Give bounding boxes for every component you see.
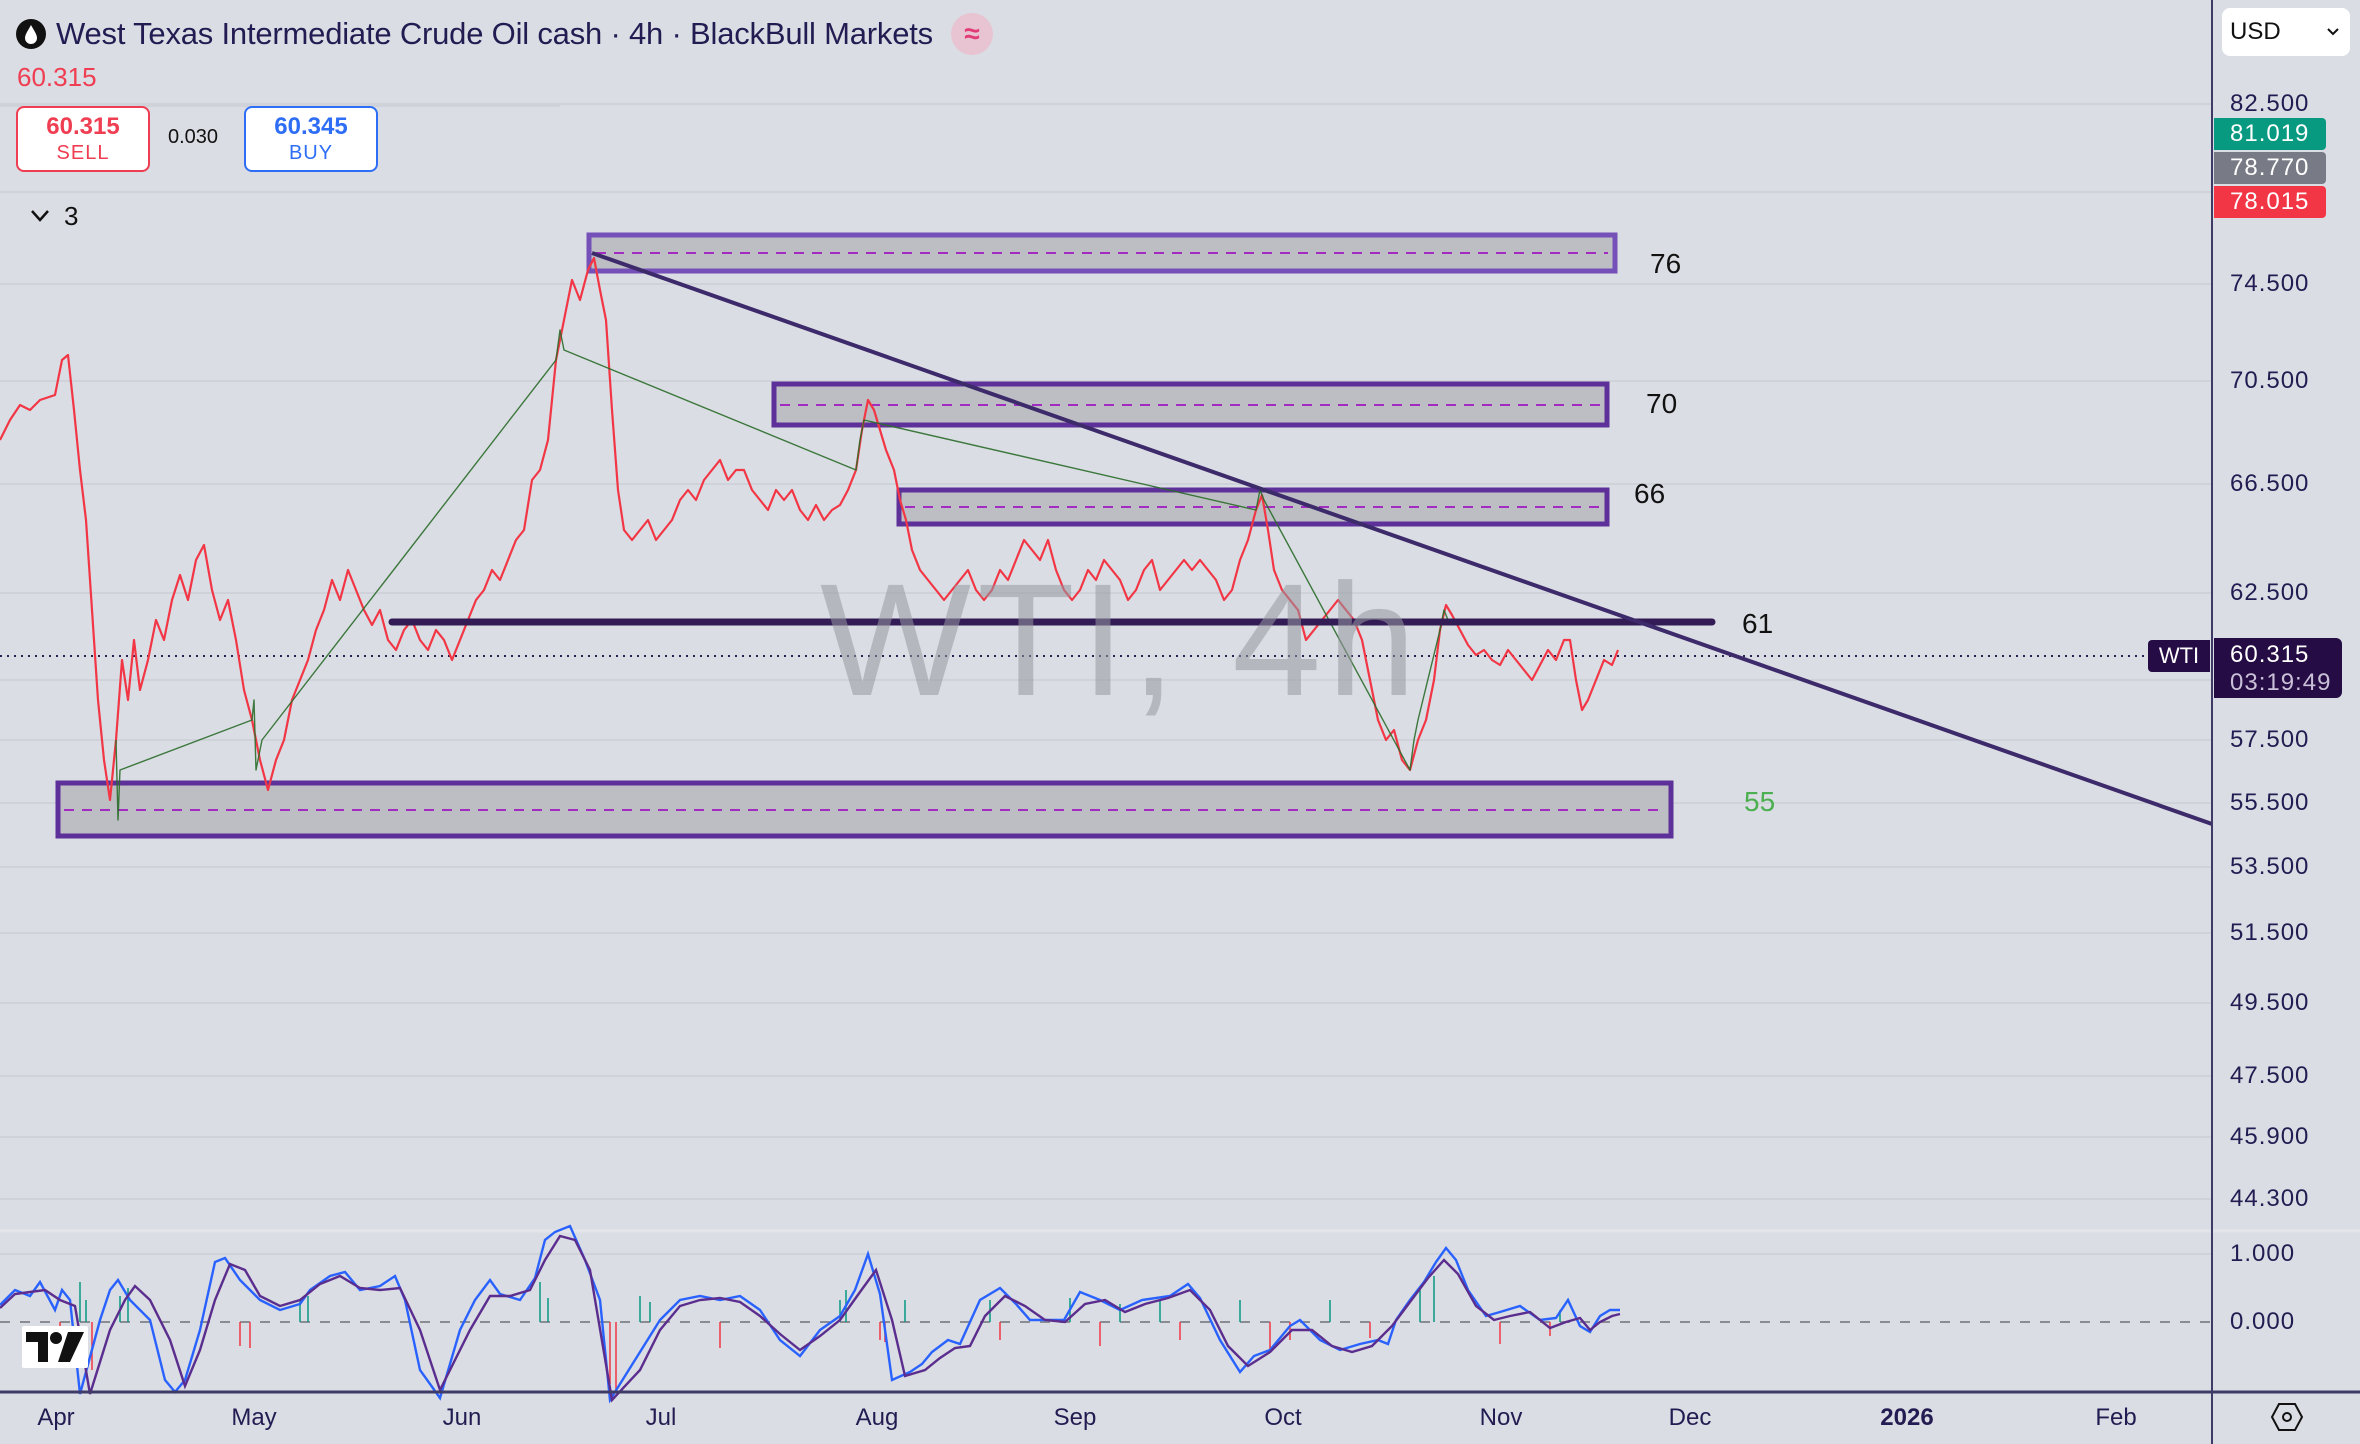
price-tag-high: 81.019 <box>2214 118 2326 150</box>
indicators-count: 3 <box>64 200 79 231</box>
price-tick: 55.500 <box>2230 789 2310 816</box>
symbol-watermark: WTI, 4h <box>820 550 1423 729</box>
currency-select[interactable]: USD <box>2222 8 2350 56</box>
chart-header: West Texas Intermediate Crude Oil cash ·… <box>16 12 993 56</box>
level-label-70: 70 <box>1646 388 1678 419</box>
price-tick: 44.300 <box>2230 1185 2310 1212</box>
price-tag-low: 78.015 <box>2214 186 2326 218</box>
price-tick: 47.500 <box>2230 1062 2310 1089</box>
price-tick: 53.500 <box>2230 853 2310 880</box>
zone-76[interactable] <box>586 232 1618 274</box>
level-label-66: 66 <box>1634 478 1666 509</box>
indicators-toggle[interactable]: 3 <box>30 196 96 236</box>
time-tick: Dec <box>1668 1404 1712 1431</box>
tradingview-logo[interactable] <box>22 1326 88 1373</box>
time-tick: Aug <box>855 1404 899 1431</box>
spread-value: 0.030 <box>168 126 219 148</box>
chevron-down-icon <box>31 210 49 222</box>
bar-countdown: 03:19:49 <box>2230 669 2332 696</box>
chevron-down-icon <box>2327 28 2339 36</box>
sell-price: 60.315 <box>46 113 120 140</box>
indicator-tick: 1.000 <box>2230 1240 2296 1267</box>
current-price: 60.315 <box>2230 641 2310 668</box>
price-tag-mid: 78.770 <box>2214 152 2326 184</box>
price-tick: 45.900 <box>2230 1123 2310 1150</box>
price-tick: 62.500 <box>2230 579 2310 606</box>
price-tick: 70.500 <box>2230 367 2310 394</box>
price-tick: 51.500 <box>2230 919 2310 946</box>
price-tick: 66.500 <box>2230 470 2310 497</box>
time-tick: Oct <box>1264 1404 1302 1431</box>
time-tick: Jun <box>442 1404 482 1431</box>
price-tick: 57.500 <box>2230 726 2310 753</box>
chart-title[interactable]: West Texas Intermediate Crude Oil cash ·… <box>56 16 933 51</box>
oscillator-fast <box>0 1224 1620 1404</box>
level-label-76: 76 <box>1650 248 1682 279</box>
zone-70[interactable] <box>771 381 1610 428</box>
time-tick: Sep <box>1053 1404 1097 1431</box>
sell-label: SELL <box>56 142 110 164</box>
symbol-tag: WTI <box>2148 640 2210 672</box>
current-price-tag: 60.315 03:19:49 <box>2214 638 2342 698</box>
settings-icon[interactable] <box>2270 1402 2304 1437</box>
price-tick: 82.500 <box>2230 90 2310 117</box>
sell-button[interactable]: 60.315 SELL <box>16 106 150 172</box>
price-tick: 74.500 <box>2230 270 2310 297</box>
level-label-61: 61 <box>1742 608 1774 639</box>
buy-label: BUY <box>288 142 334 164</box>
last-price: 60.315 <box>17 62 97 92</box>
oscillator-slow <box>0 1234 1621 1403</box>
approx-wave-icon[interactable]: ≈ <box>951 13 993 55</box>
oscillator-histogram <box>59 1276 1561 1390</box>
time-tick: Jul <box>645 1404 677 1431</box>
time-tick: Nov <box>1479 1404 1523 1431</box>
trendline[interactable] <box>591 251 2213 826</box>
level-label-55: 55 <box>1744 786 1776 817</box>
currency-value: USD <box>2230 18 2281 45</box>
grid-lines <box>0 103 2212 1255</box>
indicator-tick: 0.000 <box>2230 1308 2296 1335</box>
price-tick: 49.500 <box>2230 989 2310 1016</box>
buy-button[interactable]: 60.345 BUY <box>244 106 378 172</box>
buy-price: 60.345 <box>274 113 348 140</box>
time-tick: Feb <box>2095 1404 2137 1431</box>
zone-55[interactable] <box>55 780 1674 839</box>
oil-drop-icon <box>16 19 46 49</box>
time-tick-year: 2026 <box>1880 1404 1934 1431</box>
price-candles <box>0 256 1620 821</box>
time-tick: Apr <box>37 1404 75 1431</box>
time-tick: May <box>231 1404 277 1431</box>
